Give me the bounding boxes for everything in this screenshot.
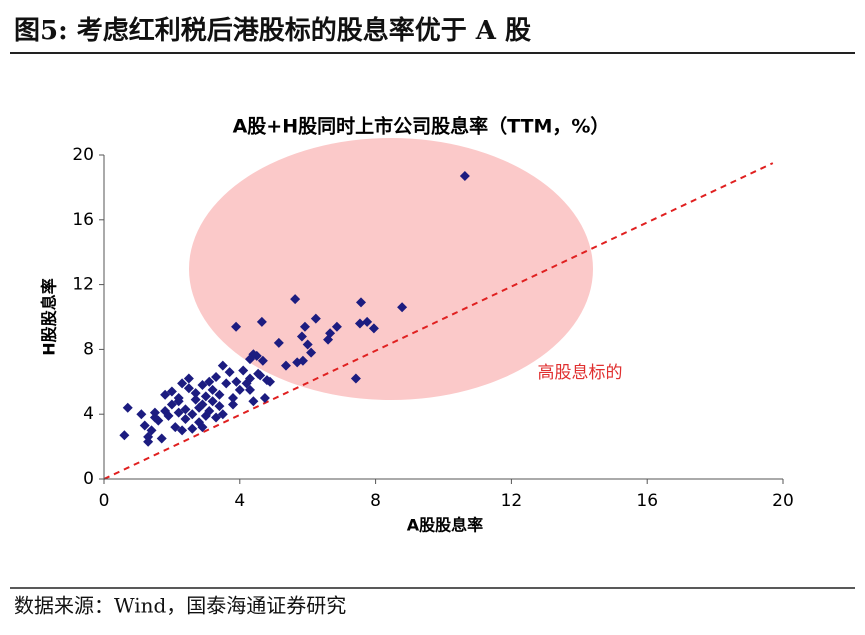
scatter-point bbox=[190, 394, 201, 405]
scatter-point bbox=[228, 393, 239, 403]
figure-title: 图5: 考虑红利税后港股标的股息率优于 A 股 bbox=[14, 15, 531, 46]
scatter-point bbox=[231, 321, 242, 332]
scatter-point bbox=[214, 401, 225, 412]
x-tick-label: 4 bbox=[234, 491, 245, 511]
x-tick-label: 20 bbox=[772, 491, 794, 511]
source-note: 数据来源：Wind，国泰海通证券研究 bbox=[14, 594, 346, 618]
scatter-point bbox=[244, 354, 255, 365]
scatter-point bbox=[261, 375, 272, 386]
scatter-point bbox=[173, 393, 184, 403]
scatter-point bbox=[290, 294, 301, 305]
y-tick-label: 0 bbox=[83, 469, 94, 489]
scatter-point bbox=[173, 407, 184, 418]
x-axis-label: A股股息率 bbox=[407, 516, 483, 535]
scatter-point bbox=[170, 422, 181, 433]
scatter-point bbox=[296, 331, 307, 342]
scatter-point bbox=[160, 389, 171, 400]
scatter-point bbox=[302, 339, 313, 350]
scatter-point bbox=[224, 367, 235, 378]
scatter-point bbox=[257, 355, 268, 366]
scatter-point bbox=[190, 388, 201, 399]
scatter-point bbox=[217, 409, 228, 420]
highlight-ellipse bbox=[189, 138, 593, 400]
scatter-point bbox=[139, 420, 150, 431]
reference-line bbox=[103, 162, 774, 480]
scatter-point bbox=[200, 391, 211, 402]
scatter-point bbox=[166, 386, 177, 397]
scatter-point bbox=[197, 399, 208, 410]
scatter-point bbox=[143, 436, 154, 447]
annotation: 高股息标的 bbox=[538, 363, 623, 383]
x-tick-label: 8 bbox=[370, 491, 381, 511]
y-tick-label: 4 bbox=[83, 404, 94, 424]
scatter-point bbox=[299, 321, 310, 332]
scatter-point bbox=[368, 323, 379, 334]
scatter-point bbox=[354, 318, 365, 329]
scatter-point bbox=[238, 365, 249, 376]
x-tick-label: 16 bbox=[636, 491, 658, 511]
scatter-point bbox=[119, 430, 130, 441]
scatter-point bbox=[207, 396, 218, 407]
y-tick-label: 8 bbox=[83, 339, 94, 359]
scatter-point bbox=[183, 383, 194, 394]
scatter-point bbox=[234, 384, 245, 395]
scatter-point bbox=[362, 316, 373, 327]
scatter-point bbox=[136, 409, 147, 420]
scatter-point bbox=[207, 384, 218, 395]
scatter-point bbox=[214, 389, 225, 400]
scatter-point bbox=[156, 433, 167, 444]
scatter-point bbox=[163, 410, 174, 421]
scatter-point bbox=[248, 396, 259, 407]
x-tick-label: 12 bbox=[501, 491, 523, 511]
scatter-point bbox=[149, 412, 160, 423]
scatter-point bbox=[331, 321, 342, 332]
y-axis-label: H股股息率 bbox=[40, 278, 59, 355]
scatter-point bbox=[146, 425, 157, 436]
scatter-point bbox=[310, 313, 321, 324]
scatter-point bbox=[350, 373, 361, 384]
scatter-point bbox=[231, 376, 242, 387]
y-tick-label: 20 bbox=[72, 145, 94, 165]
scatter-point bbox=[122, 402, 133, 413]
scatter-point bbox=[397, 302, 408, 313]
scatter-point bbox=[217, 360, 228, 371]
scatter-point bbox=[356, 297, 367, 308]
scatter-point bbox=[297, 355, 308, 366]
scatter-point bbox=[166, 399, 177, 410]
scatter-point bbox=[183, 373, 194, 384]
scatter-point bbox=[228, 399, 239, 410]
scatter-point bbox=[256, 316, 267, 327]
y-tick-label: 16 bbox=[72, 210, 94, 230]
scatter-point bbox=[197, 422, 208, 433]
scatter-point bbox=[211, 371, 222, 382]
scatter-point bbox=[323, 334, 334, 345]
scatter-point bbox=[459, 171, 470, 182]
chart-title: A股+H股同时上市公司股息率（TTM，%） bbox=[233, 115, 610, 138]
scatter-point bbox=[211, 412, 222, 423]
scatter-point bbox=[177, 425, 188, 436]
scatter-point bbox=[180, 404, 191, 415]
scatter-point bbox=[306, 347, 317, 358]
scatter-point bbox=[273, 337, 284, 348]
scatter-point bbox=[204, 405, 215, 416]
y-tick-label: 12 bbox=[72, 275, 94, 295]
scatter-point bbox=[244, 373, 255, 384]
scatter-point bbox=[187, 409, 198, 420]
scatter-point bbox=[197, 380, 208, 391]
scatter-point bbox=[177, 378, 188, 389]
scatter-point bbox=[280, 360, 291, 371]
scatter-point bbox=[180, 414, 191, 425]
scatter-point bbox=[204, 376, 215, 387]
scatter-point bbox=[259, 393, 270, 403]
scatter-point bbox=[187, 423, 198, 434]
x-tick-label: 0 bbox=[99, 491, 110, 511]
scatter-point bbox=[255, 370, 266, 381]
scatter-point bbox=[221, 378, 232, 389]
